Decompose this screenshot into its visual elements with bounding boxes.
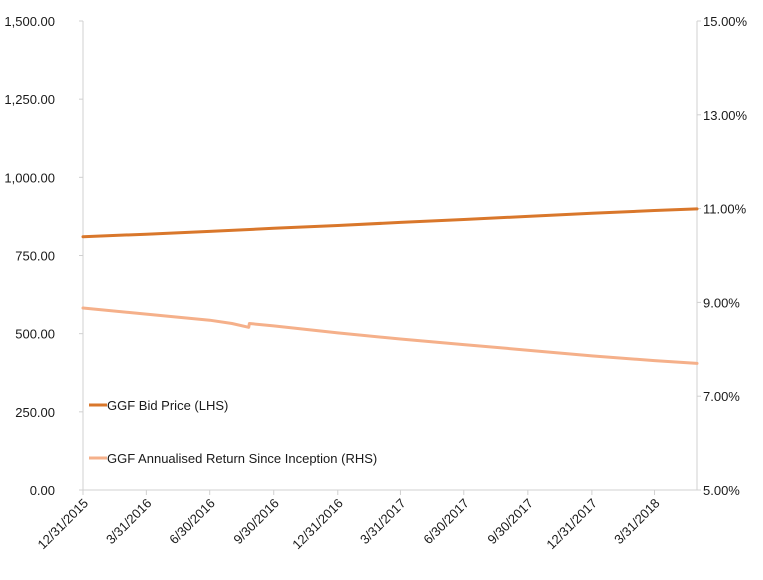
x-tick-label: 3/31/2017	[357, 496, 409, 548]
x-tick-label: 9/30/2016	[230, 496, 282, 548]
x-tick-label: 12/31/2015	[34, 496, 91, 553]
right-y-tick-label: 7.00%	[703, 389, 740, 404]
left-y-tick-label: 750.00	[15, 249, 55, 264]
x-tick-label: 6/30/2016	[166, 496, 218, 548]
right-y-tick-label: 13.00%	[703, 108, 748, 123]
x-tick-label: 3/31/2018	[611, 496, 663, 548]
left-y-tick-label: 1,000.00	[4, 170, 55, 185]
x-tick-label: 12/31/2016	[289, 496, 346, 553]
right-y-tick-label: 15.00%	[703, 14, 748, 29]
legend: GGF Bid Price (LHS) GGF Annualised Return…	[89, 398, 377, 466]
series-group	[81, 207, 699, 365]
legend-label-2: GGF Annualised Return Since Inception (R…	[107, 451, 377, 466]
legend-label-1: GGF Bid Price (LHS)	[107, 398, 228, 413]
right-y-tick-label: 9.00%	[703, 295, 740, 310]
x-tick-label: 9/30/2017	[484, 496, 536, 548]
x-tick-label: 12/31/2017	[543, 496, 600, 553]
left-y-tick-label: 1,250.00	[4, 92, 55, 107]
left-y-tick-label: 250.00	[15, 405, 55, 420]
series-line-2	[81, 306, 699, 365]
right-y-tick-label: 5.00%	[703, 483, 740, 498]
left-y-tick-label: 1,500.00	[4, 14, 55, 29]
series-line-1	[81, 207, 699, 239]
right-y-tick-label: 11.00%	[703, 202, 747, 217]
axes-group: 0.00 250.00 500.00 750.00 1,000.00 1,250.00 1,…	[4, 14, 747, 552]
left-y-tick-label: 500.00	[15, 327, 55, 342]
x-tick-label: 6/30/2017	[420, 496, 472, 548]
x-tick-label: 3/31/2016	[103, 496, 155, 548]
left-y-tick-label: 0.00	[30, 483, 55, 498]
